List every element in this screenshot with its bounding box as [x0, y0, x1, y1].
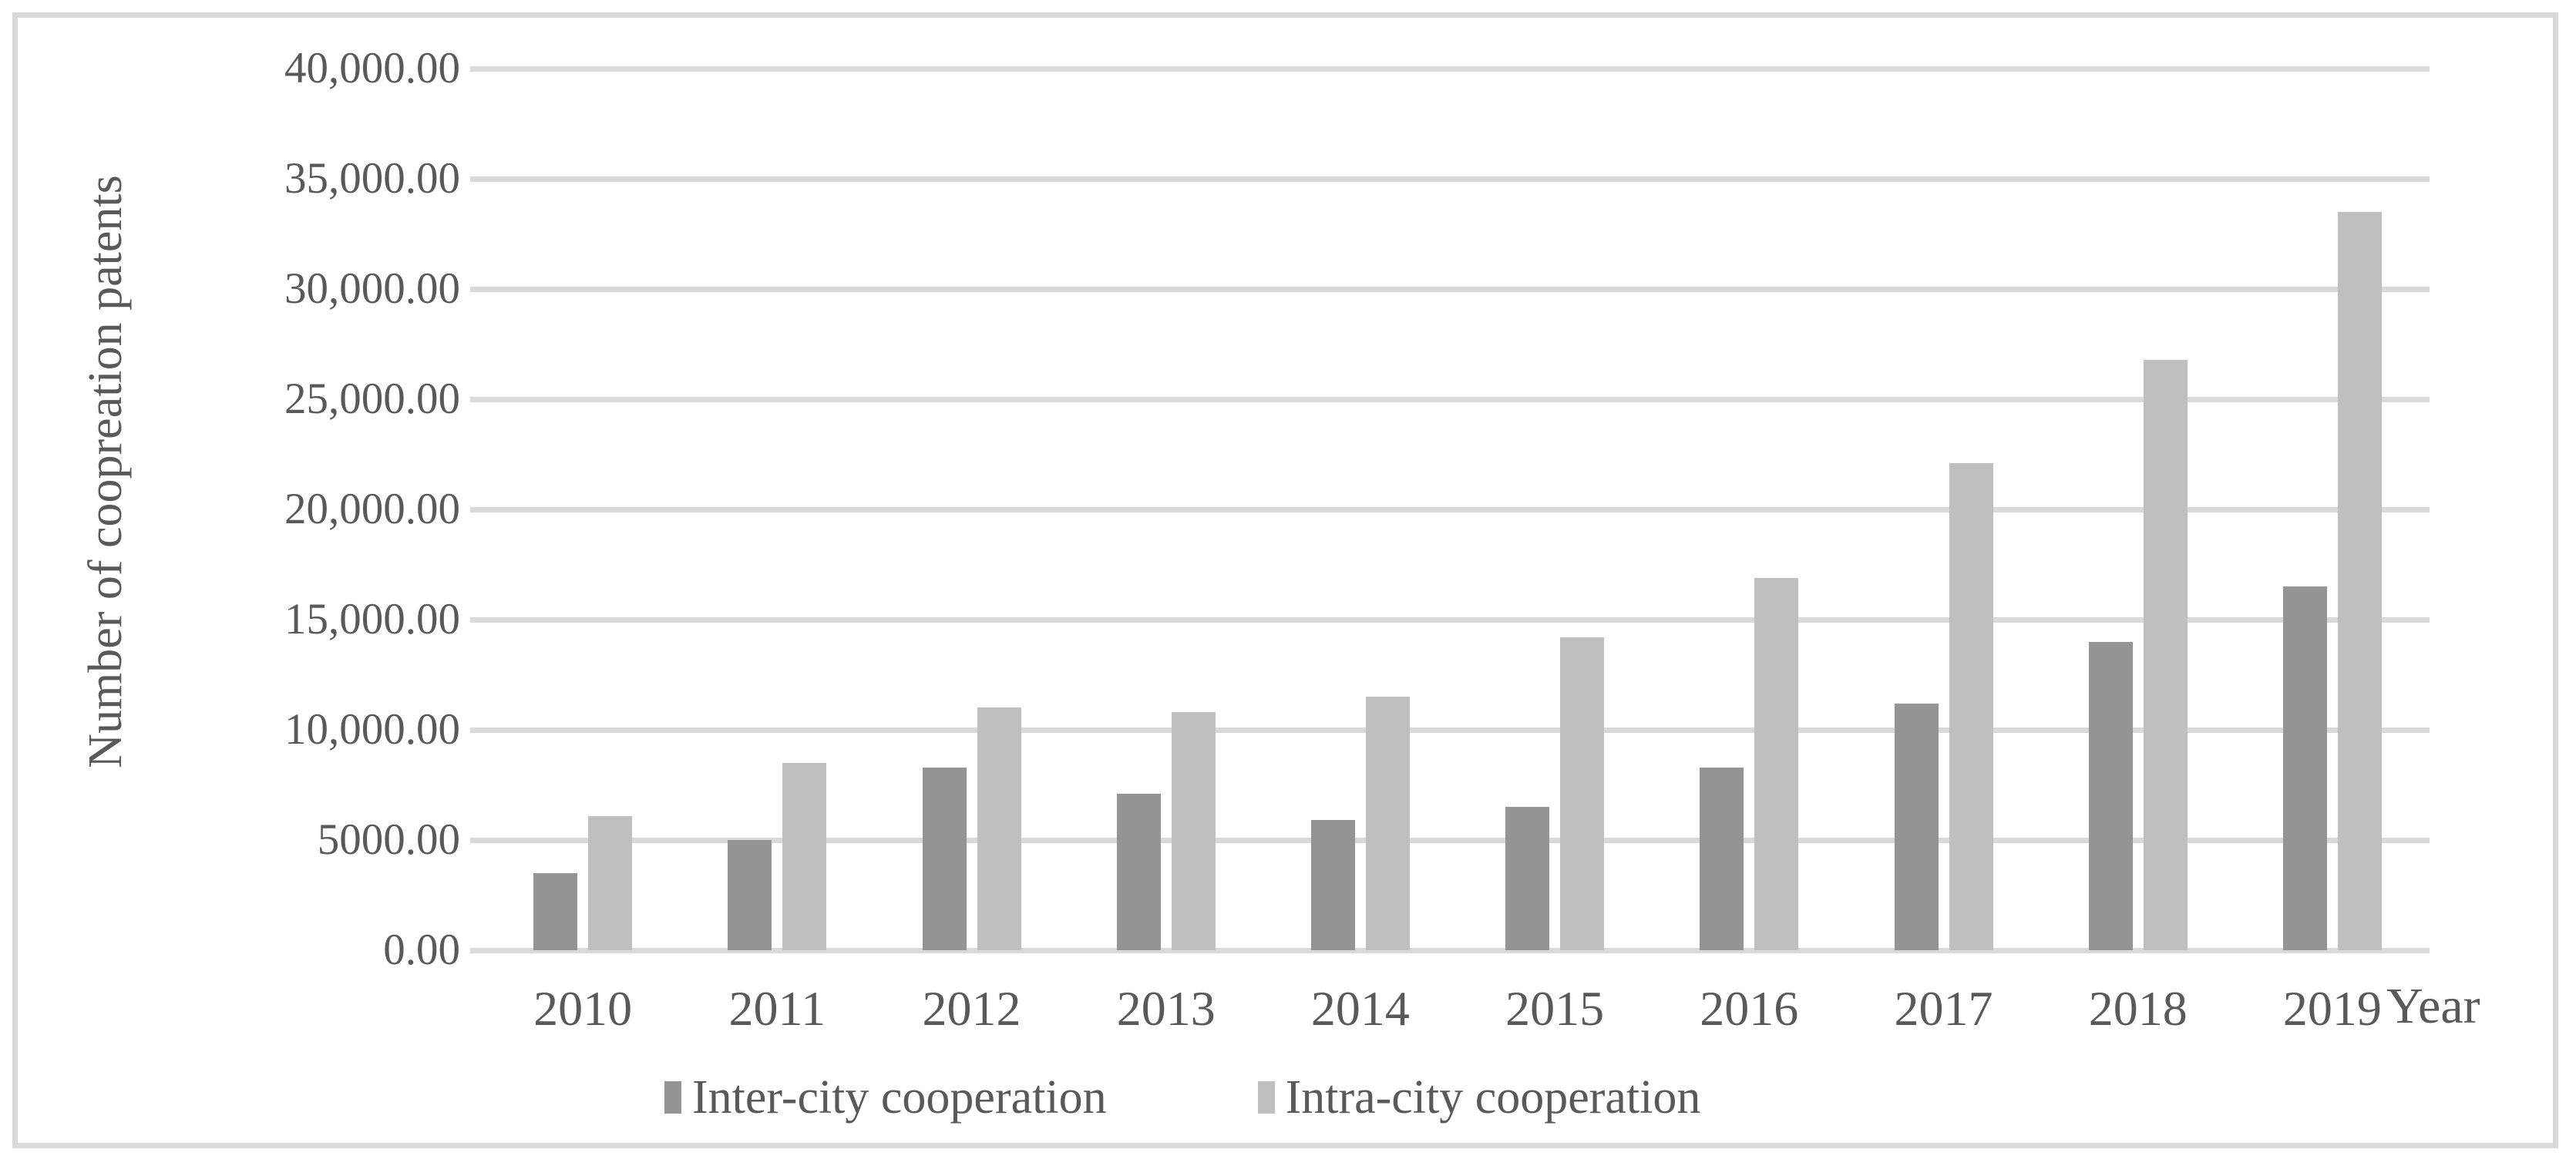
y-axis-tick-label: 25,000.00	[284, 375, 460, 423]
x-axis-tick-label: 2012	[922, 981, 1021, 1036]
bar-intra-city-2010	[588, 815, 633, 950]
bar-inter-city-2012	[922, 767, 967, 950]
x-axis-tick-label: 2015	[1505, 981, 1605, 1036]
bar-intra-city-2012	[977, 707, 1021, 950]
bar-intra-city-2011	[782, 762, 827, 950]
x-axis-tick-label: 2019	[2282, 981, 2382, 1036]
x-axis-tick-label: 2017	[1894, 981, 1993, 1036]
y-axis-tick-label: 0.00	[383, 926, 460, 974]
bar-intra-city-2017	[1949, 462, 1993, 950]
y-axis-tick-label: 20,000.00	[284, 485, 460, 533]
x-axis-tick-label: 2011	[728, 981, 826, 1036]
y-axis-tick-label: 30,000.00	[284, 264, 460, 313]
bar-intra-city-2014	[1365, 697, 1410, 950]
gridline	[470, 176, 2430, 182]
legend-label: Inter-city cooperation	[692, 1071, 1107, 1124]
gridline	[470, 287, 2430, 292]
bar-inter-city-2011	[728, 840, 772, 950]
gridline	[470, 838, 2430, 843]
bar-inter-city-2018	[2088, 641, 2133, 950]
bar-intra-city-2016	[1754, 577, 1799, 950]
gridline	[470, 727, 2430, 733]
legend: Inter-city cooperation Intra-city coopera…	[664, 1068, 1700, 1127]
gridline	[470, 617, 2430, 623]
legend-swatch-inter-city	[664, 1081, 681, 1114]
x-axis-tick-label: 2018	[2088, 981, 2188, 1036]
legend-item-inter-city: Inter-city cooperation	[664, 1068, 1107, 1127]
bar-inter-city-2017	[1894, 703, 1939, 950]
bar-intra-city-2013	[1171, 712, 1216, 950]
bar-inter-city-2016	[1700, 767, 1744, 950]
bar-inter-city-2019	[2282, 586, 2327, 950]
bar-inter-city-2015	[1505, 807, 1550, 950]
bar-intra-city-2019	[2337, 211, 2382, 950]
y-axis-tick-label: 35,000.00	[284, 154, 460, 203]
y-axis-tick-label: 10,000.00	[284, 705, 460, 754]
legend-swatch-intra-city	[1257, 1081, 1275, 1114]
legend-item-intra-city: Intra-city cooperation	[1257, 1068, 1701, 1127]
y-axis-tick-label: 40,000.00	[284, 44, 460, 92]
gridline	[470, 66, 2430, 72]
legend-label: Intra-city cooperation	[1285, 1071, 1701, 1124]
x-axis-tick-label: 2013	[1116, 981, 1216, 1036]
bar-intra-city-2015	[1560, 637, 1605, 950]
bar-intra-city-2018	[2143, 359, 2188, 950]
x-axis-tick-label: 2010	[533, 981, 633, 1036]
bar-inter-city-2010	[533, 872, 578, 950]
chart-border-frame	[12, 12, 2558, 1148]
x-axis-tick-label: 2014	[1310, 981, 1410, 1036]
x-axis-tick-label: 2016	[1700, 981, 1799, 1036]
bar-inter-city-2013	[1116, 793, 1161, 950]
gridline	[470, 948, 2430, 953]
y-axis-tick-label: 15,000.00	[284, 595, 460, 643]
x-axis-title: Year	[2386, 978, 2480, 1034]
gridline	[470, 397, 2430, 402]
gridline	[470, 507, 2430, 512]
y-axis-tick-label: 5000.00	[317, 815, 460, 864]
bar-inter-city-2014	[1310, 820, 1355, 950]
